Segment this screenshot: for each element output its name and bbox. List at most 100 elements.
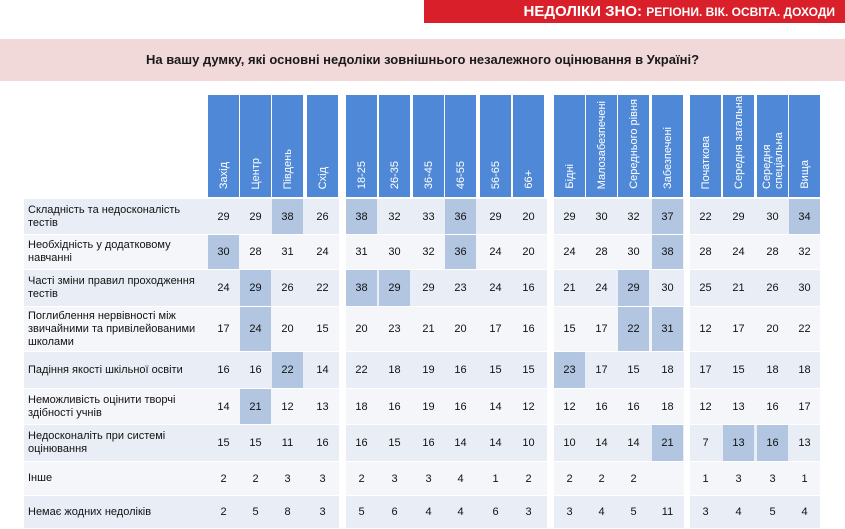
column-header-bg [208, 95, 239, 197]
data-cell: 3 [769, 472, 776, 485]
data-cell: 21 [249, 400, 262, 413]
data-cell: 16 [627, 400, 640, 413]
data-cell: 18 [388, 364, 401, 376]
row-label-quality-drop: Падіння якості шкільної освіти [28, 363, 183, 376]
data-cell: 3 [319, 506, 326, 518]
column-header-bg [789, 95, 820, 197]
column-header-bg [413, 95, 444, 197]
data-cell: 2 [598, 472, 605, 485]
data-cell: 32 [422, 246, 435, 258]
data-cell: 15 [388, 437, 401, 449]
highlight-cell [445, 199, 476, 234]
data-cell: 31 [281, 246, 294, 258]
row-label-complexity: Складність та недосконалість тестів [28, 203, 181, 229]
data-cell: 19 [422, 364, 435, 376]
data-cell: 10 [563, 437, 576, 449]
highlight-cell [652, 235, 683, 269]
data-cell: 20 [766, 323, 779, 335]
data-cell: 30 [798, 282, 811, 294]
data-cell: 2 [525, 472, 532, 485]
data-cell: 18 [355, 400, 368, 413]
data-cell: 17 [489, 323, 502, 335]
column-header-label: Бідні [563, 164, 576, 189]
column-header-label: Середнього рівня [627, 99, 640, 189]
data-cell: 24 [595, 282, 608, 294]
data-cell: 15 [732, 364, 745, 376]
column-header-bg [586, 95, 617, 197]
data-cell: 2 [252, 472, 259, 485]
data-cell: 21 [422, 323, 435, 335]
data-cell: 2 [358, 472, 365, 485]
data-cell: 19 [422, 400, 435, 413]
data-cell: 4 [425, 506, 432, 518]
data-cell: 22 [798, 323, 811, 335]
data-cell: 29 [732, 210, 745, 223]
data-cell: 22 [316, 282, 329, 294]
data-cell: 28 [249, 246, 262, 258]
column-header-label: 18-25 [355, 160, 368, 189]
data-cell: 3 [566, 506, 573, 518]
column-header-bg [513, 95, 544, 197]
column-header: Забезпечені [652, 95, 683, 197]
data-cell: 16 [766, 437, 779, 449]
banner-main: НЕДОЛІКИ ЗНО: [523, 3, 643, 20]
question-bar [0, 39, 845, 81]
data-cell: 22 [281, 364, 294, 376]
column-header: Вища [789, 95, 820, 197]
data-cell: 25 [699, 282, 712, 294]
data-cell: 3 [284, 472, 291, 485]
data-cell: 16 [422, 437, 435, 449]
column-header-bg [379, 95, 410, 197]
column-header-label: Забезпечені [661, 127, 674, 189]
highlight-cell [346, 270, 377, 306]
column-header: Захід [208, 95, 239, 197]
data-cell: 31 [355, 246, 368, 258]
data-cell: 20 [355, 323, 368, 335]
row-label-no-issues: Немає жодних недоліків [28, 505, 152, 518]
data-cell: 12 [699, 400, 712, 413]
data-cell: 20 [522, 246, 535, 258]
data-cell: 20 [281, 323, 294, 335]
highlight-cell [379, 270, 410, 306]
column-header-bg [445, 95, 476, 197]
highlight-cell [757, 425, 788, 461]
column-header-label: 66+ [522, 170, 535, 189]
highlight-cell [652, 425, 683, 461]
column-header-bg [346, 95, 377, 197]
highlight-cell [240, 389, 271, 424]
data-cell: 22 [627, 323, 640, 335]
column-header-label: Середня спеціальна [760, 132, 785, 189]
data-cell: 1 [702, 472, 709, 485]
data-cell: 6 [391, 506, 398, 518]
data-cell: 29 [422, 282, 435, 294]
data-cell: 18 [798, 364, 811, 376]
data-cell: 24 [732, 246, 745, 258]
data-cell: 21 [563, 282, 576, 294]
data-cell: 15 [249, 437, 262, 449]
column-header-bg [240, 95, 271, 197]
data-cell: 38 [661, 246, 674, 258]
column-header: 36-45 [413, 95, 444, 197]
data-cell: 21 [732, 282, 745, 294]
data-cell: 17 [217, 323, 230, 335]
data-cell: 3 [735, 472, 742, 485]
data-cell: 24 [489, 282, 502, 294]
data-cell: 15 [627, 364, 640, 376]
data-cell: 30 [217, 246, 230, 258]
column-header-bg [554, 95, 585, 197]
data-cell: 29 [249, 282, 262, 294]
data-cell: 34 [798, 210, 811, 223]
row-label-inequality: Поглиблення нервівності між звичайними т… [28, 309, 196, 348]
column-header: 26-35 [379, 95, 410, 197]
data-cell: 16 [595, 400, 608, 413]
column-header: 46-55 [445, 95, 476, 197]
column-header-label: Схід [316, 166, 329, 189]
data-cell: 4 [735, 506, 742, 518]
data-cell: 5 [252, 506, 259, 518]
data-cell: 5 [769, 506, 776, 518]
row-label-grading: Недосконаліть при системі оцінювання [28, 430, 166, 455]
data-cell: 23 [563, 364, 576, 376]
data-cell: 12 [281, 400, 294, 413]
data-cell: 12 [522, 400, 535, 413]
data-cell: 36 [454, 210, 467, 223]
